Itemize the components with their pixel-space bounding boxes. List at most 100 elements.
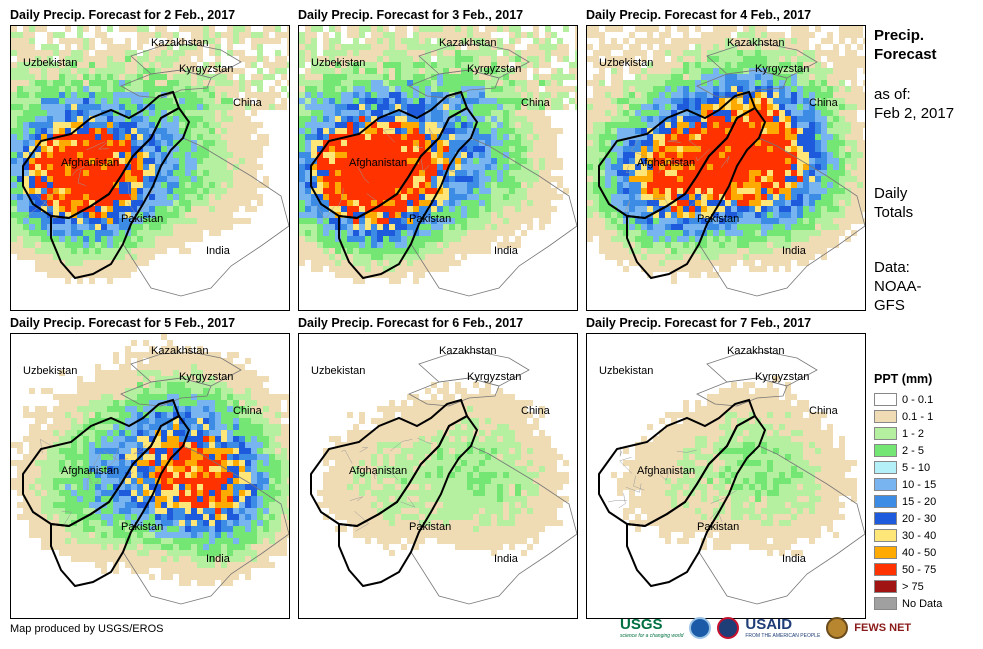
legend-label: 0 - 0.1 (902, 393, 934, 406)
daily-line2: Totals (874, 204, 914, 221)
forecast-panel-5: Daily Precip. Forecast for 6 Feb., 2017 … (298, 316, 578, 619)
data-line1: Data: (874, 259, 910, 276)
as-of-date: as of: Feb 2, 2017 (874, 85, 974, 123)
legend-item: 0.1 - 1 (874, 408, 942, 425)
fews-seal-icon (826, 616, 849, 639)
country-label: Kyrgyzstan (755, 371, 809, 383)
legend-swatch (874, 495, 897, 508)
country-label: India (494, 553, 519, 565)
legend-label: 5 - 10 (902, 461, 931, 474)
usaid-logo-text: USAID (745, 616, 793, 633)
map-canvas: Kazakhstan Uzbekistan Kyrgyzstan China Afgha… (587, 26, 865, 297)
usaid-logo: USAID FROM THE AMERICAN PEOPLE (745, 616, 820, 639)
map-canvas: Kazakhstan Uzbekistan Kyrgyzstan China Afgha… (299, 26, 577, 297)
side-title: Precip. Forecast (874, 26, 974, 64)
legend-swatch (874, 427, 897, 440)
usaid-tagline: FROM THE AMERICAN PEOPLE (745, 633, 821, 639)
side-title-line2: Forecast (874, 46, 937, 63)
precip-map: Kazakhstan Uzbekistan Kyrgyzstan China Afgha… (298, 25, 578, 311)
precip-grid (611, 376, 857, 556)
legend-label: > 75 (902, 580, 924, 593)
country-label: Pakistan (409, 521, 451, 533)
country-label: Kazakhstan (727, 345, 784, 357)
precip-grid (11, 26, 289, 284)
country-label: India (494, 245, 519, 257)
country-border (408, 69, 500, 99)
legend-swatch (874, 444, 897, 457)
forecast-panel-3: Daily Precip. Forecast for 4 Feb., 2017 … (586, 8, 866, 311)
precip-map: Kazakhstan Uzbekistan Kyrgyzstan China Afgha… (10, 333, 290, 619)
country-border (50, 414, 191, 588)
legend-swatch (874, 546, 897, 559)
forecast-panel-2: Daily Precip. Forecast for 3 Feb., 2017 … (298, 8, 578, 311)
legend-item: 50 - 75 (874, 561, 942, 578)
legend-swatch (874, 580, 897, 593)
country-border (696, 377, 788, 407)
country-label: India (206, 245, 231, 257)
country-label: China (233, 97, 263, 109)
country-label: Uzbekistan (311, 365, 365, 377)
legend-item: 0 - 0.1 (874, 391, 942, 408)
precip-grid (317, 382, 569, 556)
legend-item: 10 - 15 (874, 476, 942, 493)
country-label: Afghanistan (61, 465, 119, 477)
country-label: Pakistan (697, 213, 739, 225)
country-label: Pakistan (121, 521, 163, 533)
panel-title: Daily Precip. Forecast for 6 Feb., 2017 (298, 316, 524, 330)
data-source: Data: NOAA- GFS (874, 258, 974, 315)
legend-label: 1 - 2 (902, 427, 925, 440)
noaa-logo-icon (689, 616, 712, 639)
legend-label: 15 - 20 (902, 495, 937, 508)
forecast-panel-6: Daily Precip. Forecast for 7 Feb., 2017 … (586, 316, 866, 619)
country-label: Kazakhstan (727, 37, 784, 49)
country-label: Afghanistan (637, 465, 695, 477)
legend-item: 5 - 10 (874, 459, 942, 476)
country-label: Kazakhstan (151, 37, 208, 49)
panel-title: Daily Precip. Forecast for 2 Feb., 2017 (10, 8, 236, 22)
country-label: Kazakhstan (151, 345, 208, 357)
panel-title: Daily Precip. Forecast for 3 Feb., 2017 (298, 8, 524, 22)
legend-label: No Data (902, 597, 943, 610)
country-label: Pakistan (121, 213, 163, 225)
agency-logos: USGS science for a changing world USAID … (620, 616, 911, 639)
legend-swatch (874, 478, 897, 491)
legend-item: 15 - 20 (874, 493, 942, 510)
country-label: Kyrgyzstan (755, 63, 809, 75)
credit-text: Map produced by USGS/EROS (10, 623, 164, 635)
country-border (626, 106, 767, 280)
country-label: India (782, 245, 807, 257)
legend-swatch (874, 410, 897, 423)
country-border (338, 414, 479, 588)
usgs-logo: USGS science for a changing world (620, 616, 683, 639)
legend-title: PPT (mm) (874, 372, 933, 386)
legend-swatch (874, 461, 897, 474)
legend-item: > 75 (874, 578, 942, 595)
country-label: Kyrgyzstan (179, 63, 233, 75)
country-label: Kyrgyzstan (467, 63, 521, 75)
legend-swatch (874, 563, 897, 576)
country-label: Kazakhstan (439, 345, 496, 357)
country-border (120, 377, 212, 407)
country-label: China (809, 97, 839, 109)
daily-totals-label: Daily Totals (874, 184, 974, 222)
legend-swatch (874, 597, 897, 610)
country-border (696, 69, 788, 99)
country-border (120, 69, 212, 99)
country-label: Uzbekistan (23, 57, 77, 69)
legend-label: 30 - 40 (902, 529, 937, 542)
country-label: Kyrgyzstan (179, 371, 233, 383)
country-label: Afghanistan (637, 157, 695, 169)
legend-item: 20 - 30 (874, 510, 942, 527)
forecast-panel-1: Daily Precip. Forecast for 2 Feb., 2017 … (10, 8, 290, 311)
country-label: Uzbekistan (23, 365, 77, 377)
usgs-logo-text: USGS (620, 616, 663, 633)
legend-label: 0.1 - 1 (902, 410, 934, 423)
usaid-seal-icon (717, 616, 740, 639)
legend-label: 40 - 50 (902, 546, 937, 559)
country-label: Pakistan (409, 213, 451, 225)
legend-swatch (874, 393, 897, 406)
country-label: Kyrgyzstan (467, 371, 521, 383)
precip-map: Kazakhstan Uzbekistan Kyrgyzstan China Afgha… (10, 25, 290, 311)
panel-title: Daily Precip. Forecast for 4 Feb., 2017 (586, 8, 812, 22)
legend-swatch (874, 512, 897, 525)
